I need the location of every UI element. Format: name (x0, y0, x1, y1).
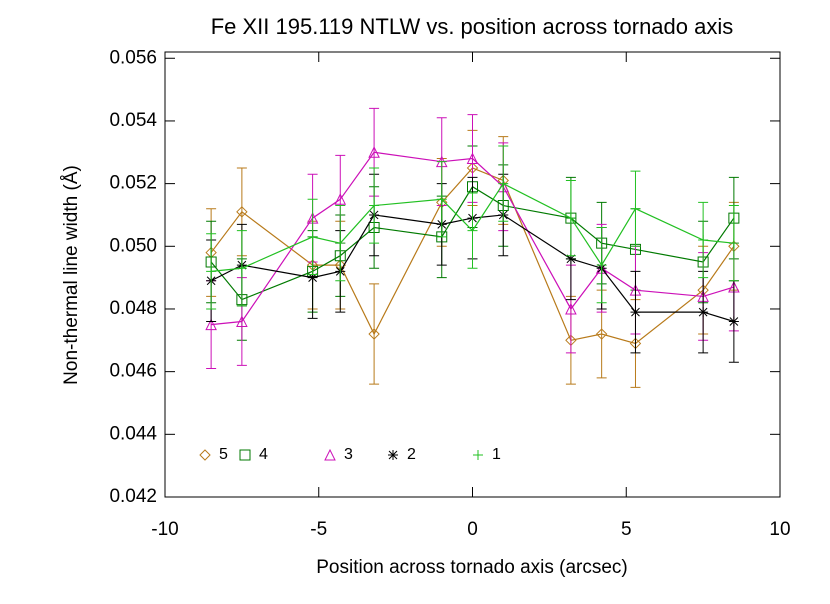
y-axis-label: Non-thermal line width (Å) (61, 165, 82, 385)
marker (565, 253, 576, 264)
y-tick-label: 0.050 (109, 235, 157, 256)
marker (596, 260, 607, 271)
marker (595, 328, 608, 340)
marker (467, 225, 478, 236)
legend-label: 2 (407, 446, 416, 463)
marker (697, 256, 709, 268)
y-tick-label: 0.054 (109, 110, 157, 131)
marker (436, 194, 447, 205)
x-tick-label: 10 (769, 519, 790, 540)
chart-title: Fe XII 195.119 NTLW vs. position across … (211, 14, 734, 39)
x-tick-label: -10 (151, 519, 178, 540)
marker (436, 231, 448, 243)
marker (236, 315, 248, 328)
marker (630, 307, 641, 318)
y-tick-label: 0.042 (109, 486, 157, 507)
y-tick-label: 0.044 (109, 423, 157, 444)
marker (698, 235, 709, 246)
y-tick-label: 0.046 (109, 361, 157, 382)
marker (565, 302, 577, 315)
marker (466, 152, 479, 165)
legend-marker (199, 449, 211, 461)
marker (467, 181, 478, 193)
marker (497, 200, 509, 212)
legend-marker (239, 449, 251, 461)
marker (629, 243, 641, 255)
y-tick-label: 0.056 (109, 47, 157, 68)
marker (369, 200, 380, 211)
marker (368, 221, 380, 233)
marker (368, 146, 380, 158)
legend-marker (324, 448, 336, 461)
legend-label: 3 (344, 446, 353, 463)
marker (368, 328, 380, 340)
x-tick-label: 5 (621, 519, 632, 540)
marker (728, 316, 739, 327)
x-tick-label: 0 (467, 519, 478, 540)
marker (728, 212, 740, 224)
marker (307, 272, 318, 283)
marker (236, 263, 247, 274)
legend-label: 5 (219, 446, 228, 463)
legend-marker (388, 450, 398, 460)
marker (565, 213, 576, 224)
marker (728, 238, 739, 249)
marker (307, 231, 318, 242)
marker (334, 250, 346, 262)
x-axis-label: Position across tornado axis (arcsec) (316, 557, 628, 578)
marker (206, 266, 217, 277)
legend-label: 1 (492, 446, 501, 463)
marker (630, 203, 641, 214)
error-bar (369, 283, 380, 385)
marker (236, 294, 248, 306)
y-tick-label: 0.052 (109, 173, 157, 194)
legend-label: 4 (259, 446, 268, 463)
legend-marker (473, 450, 483, 460)
marker (698, 307, 709, 318)
marker (335, 238, 346, 249)
x-tick-label: -5 (310, 519, 327, 540)
marker (565, 212, 577, 224)
marker (205, 256, 217, 268)
y-tick-label: 0.048 (109, 298, 157, 319)
marker (498, 178, 509, 189)
marker (334, 193, 347, 205)
marker (236, 206, 248, 218)
marker (205, 318, 217, 331)
marker (596, 237, 608, 249)
